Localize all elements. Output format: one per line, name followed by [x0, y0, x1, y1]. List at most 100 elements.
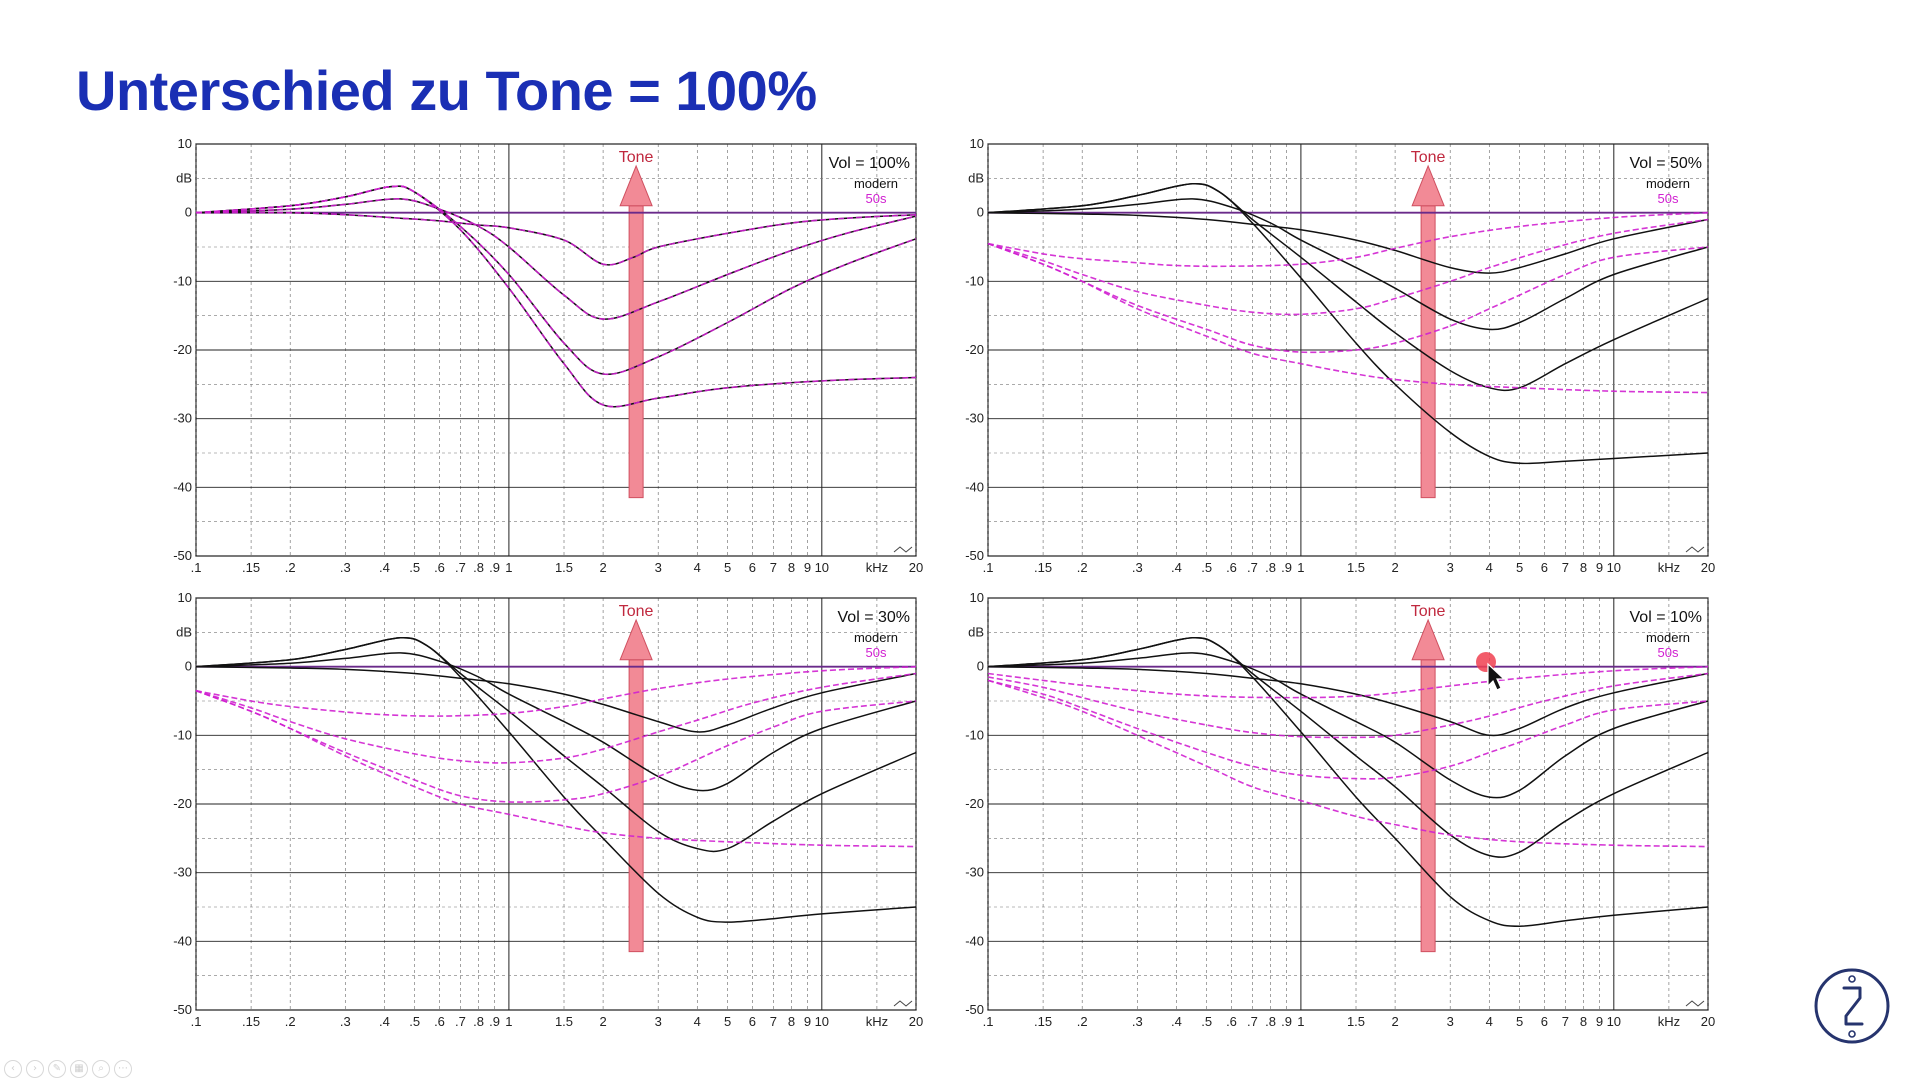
legend-modern: modern	[854, 176, 898, 191]
presentation-toolbar: ‹ › ✎ ▦ ⌕ ⋯	[4, 1060, 132, 1078]
circle-z-logo[interactable]	[1812, 958, 1892, 1054]
x-tick-label: .7	[455, 560, 466, 575]
x-tick-label: 1.5	[1347, 560, 1365, 575]
series-modern-2	[987, 198, 1709, 331]
chart-vol-50: 10 0 -10 -20 -30 -40 -50 dB .1 .15 .2 .3 .4 .5 .6 .7 .8.…	[948, 138, 1728, 578]
series-modern-4	[195, 636, 917, 923]
y-axis-unit: dB	[176, 624, 192, 639]
x-tick-label: .4	[1171, 560, 1182, 575]
legend-50s: 50s	[1658, 191, 1679, 206]
y-tick-label: 0	[185, 659, 192, 674]
x-tick-label: .7	[1247, 1014, 1258, 1029]
legend-50s: 50s	[866, 191, 887, 206]
x-tick-label: 5	[1516, 1014, 1523, 1029]
y-tick-label: -30	[173, 411, 192, 426]
series-50s-1	[987, 211, 1709, 268]
x-tick-label: .7	[455, 1014, 466, 1029]
more-icon[interactable]: ⋯	[114, 1060, 132, 1078]
x-tick-label: 1	[1297, 1014, 1304, 1029]
x-tick-label: 10	[815, 560, 829, 575]
x-tick-label: .2	[285, 1014, 296, 1029]
volume-label: Vol = 100%	[829, 155, 910, 172]
y-tick-label: 10	[970, 138, 984, 151]
chart-svg: 10 0 -10 -20 -30 -40 -50 dB .1 .15 .2 .3 .4 .5 .6 .7 .8.…	[965, 592, 1715, 1029]
x-tick-label: 10	[1607, 1014, 1621, 1029]
x-tick-label: 8	[1580, 1014, 1587, 1029]
corner-watermark-icon	[893, 546, 913, 553]
tone-arrow-shaft	[1420, 205, 1436, 499]
x-tick-label: .15	[242, 1014, 260, 1029]
chart-vol-10: 10 0 -10 -20 -30 -40 -50 dB .1 .15 .2 .3 .4 .5 .6 .7 .8.…	[948, 592, 1728, 1032]
y-tick-label: -30	[173, 865, 192, 880]
x-tick-label: .1	[191, 560, 202, 575]
series-50s-1	[987, 665, 1709, 699]
volume-label: Vol = 10%	[1630, 609, 1703, 626]
series-modern-1	[195, 665, 917, 733]
tone-arrow-head	[1411, 164, 1445, 207]
legend-50s: 50s	[1658, 645, 1679, 660]
series-50s-4	[987, 679, 1709, 848]
y-tick-label: 10	[970, 592, 984, 605]
zoom-icon[interactable]: ⌕	[92, 1060, 110, 1078]
slides-icon[interactable]: ▦	[70, 1060, 88, 1078]
chart-svg: 10 0 -10 -20 -30 -40 -50 dB .1 .15 .2 .3 .4 .5 .6 .7 .8.…	[965, 138, 1715, 575]
pen-icon[interactable]: ✎	[48, 1060, 66, 1078]
x-tick-label: 20	[1701, 1014, 1715, 1029]
x-tick-label: .4	[1171, 1014, 1182, 1029]
series-modern-4	[987, 636, 1709, 927]
series-modern-1	[987, 665, 1709, 737]
x-tick-label: 3	[1447, 1014, 1454, 1029]
y-tick-label: -10	[173, 727, 192, 742]
x-tick-label: 8	[788, 1014, 795, 1029]
corner-watermark-icon	[1685, 546, 1705, 553]
x-tick-label: 4	[1486, 1014, 1493, 1029]
next-icon[interactable]: ›	[26, 1060, 44, 1078]
x-tick-label: 7	[770, 1014, 777, 1029]
corner-watermark-icon	[1685, 1000, 1705, 1007]
y-tick-label: -50	[173, 1002, 192, 1017]
x-tick-label: 2	[599, 1014, 606, 1029]
x-tick-label: .6	[434, 1014, 445, 1029]
x-tick-label: .9	[1281, 1014, 1292, 1029]
y-tick-label: -40	[965, 933, 984, 948]
chart-svg: 10 0 -10 -20 -30 -40 -50 dB .1 .15 .2 .3 .4 .5 .6 .7 .8.…	[173, 138, 923, 575]
x-tick-label: .4	[379, 560, 390, 575]
x-tick-label: .9	[1281, 560, 1292, 575]
series-50s-3	[987, 242, 1709, 354]
series-50s-3	[195, 185, 917, 376]
tone-label: Tone	[1411, 149, 1446, 166]
series-50s-2	[195, 198, 917, 320]
x-tick-label: 5	[724, 1014, 731, 1029]
chart-svg: 10 0 -10 -20 -30 -40 -50 dB .1 .15 .2 .3 .4 .5 .6 .7 .8.…	[173, 592, 923, 1029]
chart-vol-100: 10 0 -10 -20 -30 -40 -50 dB .1 .15 .2 .3 .4 .5 .6 .7 .8.…	[156, 138, 936, 578]
x-tick-label: 8	[788, 560, 795, 575]
x-tick-label: .15	[1034, 560, 1052, 575]
x-tick-label: 9	[1596, 560, 1603, 575]
x-axis-unit: kHz	[866, 1014, 888, 1029]
x-tick-label: .2	[285, 560, 296, 575]
y-tick-label: -40	[173, 479, 192, 494]
x-tick-label: .5	[1201, 1014, 1212, 1029]
x-tick-label: .15	[1034, 1014, 1052, 1029]
x-tick-label: .8	[1265, 560, 1276, 575]
x-tick-label: 6	[749, 1014, 756, 1029]
x-axis-unit: kHz	[1658, 560, 1680, 575]
y-tick-label: -20	[965, 342, 984, 357]
tone-label: Tone	[1411, 603, 1446, 620]
prev-icon[interactable]: ‹	[4, 1060, 22, 1078]
slide-title: Unterschied zu Tone = 100%	[76, 59, 817, 122]
tone-label: Tone	[619, 603, 654, 620]
x-tick-label: 2	[1391, 560, 1398, 575]
x-tick-label: .5	[409, 1014, 420, 1029]
mouse-pointer-arrow	[1487, 662, 1506, 691]
x-tick-label: 2	[1391, 1014, 1398, 1029]
y-tick-label: -30	[965, 865, 984, 880]
x-tick-label: .15	[242, 560, 260, 575]
x-tick-label: 10	[1607, 560, 1621, 575]
tone-arrow-shaft	[628, 205, 644, 499]
y-tick-label: -40	[965, 479, 984, 494]
x-tick-label: .3	[340, 1014, 351, 1029]
x-tick-label: 9	[804, 560, 811, 575]
series-50s-1	[195, 211, 917, 266]
x-tick-label: .3	[1132, 560, 1143, 575]
